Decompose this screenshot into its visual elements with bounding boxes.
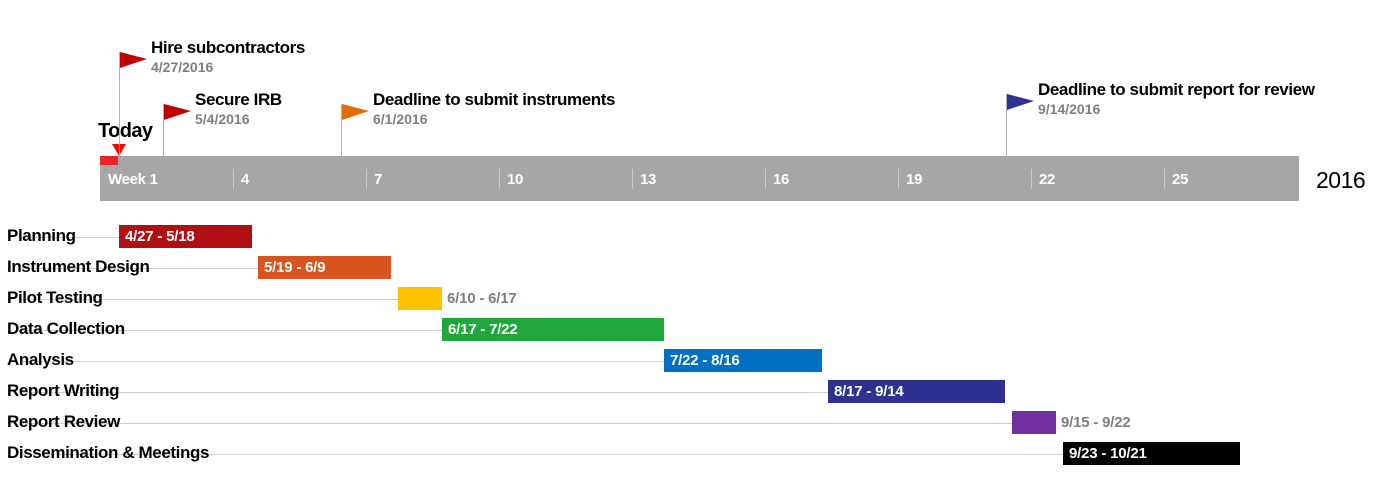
milestone-pole bbox=[119, 52, 120, 156]
task-label: Report Writing bbox=[7, 381, 120, 400]
week-tick bbox=[366, 169, 367, 189]
milestone-date: 6/1/2016 bbox=[373, 111, 428, 127]
milestone-flag-icon bbox=[342, 104, 369, 120]
week-tick-label: 22 bbox=[1039, 171, 1056, 188]
task-date-label: 7/22 - 8/16 bbox=[670, 352, 740, 369]
week-tick bbox=[1031, 169, 1032, 189]
task-date-label: 6/10 - 6/17 bbox=[447, 290, 517, 307]
task-bar bbox=[119, 225, 252, 248]
week-tick-label: 16 bbox=[773, 171, 790, 188]
task-date-label: 9/23 - 10/21 bbox=[1069, 445, 1147, 462]
task-bar bbox=[664, 349, 822, 372]
task-label: Dissemination & Meetings bbox=[7, 443, 209, 462]
task-guide-line bbox=[20, 237, 119, 238]
milestone-pole bbox=[1006, 94, 1007, 156]
week-tick bbox=[499, 169, 500, 189]
milestone-title: Hire subcontractors bbox=[151, 38, 305, 57]
week-tick-label: 7 bbox=[374, 171, 383, 188]
week-tick-label: 13 bbox=[640, 171, 657, 188]
task-label: Planning bbox=[7, 226, 76, 245]
task-date-label: 8/17 - 9/14 bbox=[834, 383, 904, 400]
milestone-pole bbox=[163, 104, 164, 156]
week-tick-label: 25 bbox=[1172, 171, 1189, 188]
week-tick-label: 4 bbox=[241, 171, 250, 188]
week-tick bbox=[1164, 169, 1165, 189]
task-bar bbox=[1012, 411, 1056, 434]
task-bar bbox=[258, 256, 391, 279]
task-date-label: 4/27 - 5/18 bbox=[125, 228, 195, 245]
week-tick-label: 10 bbox=[507, 171, 524, 188]
task-guide-line bbox=[20, 268, 258, 269]
today-strip bbox=[100, 156, 118, 165]
task-bar bbox=[442, 318, 664, 341]
week-tick bbox=[898, 169, 899, 189]
task-bar bbox=[398, 287, 442, 310]
milestone-title: Deadline to submit report for review bbox=[1038, 80, 1315, 99]
task-guide-line bbox=[20, 392, 828, 393]
task-guide-line bbox=[20, 361, 664, 362]
week-tick bbox=[233, 169, 234, 189]
task-bar bbox=[1063, 442, 1240, 465]
milestone-flag-icon bbox=[164, 104, 191, 120]
task-label: Report Review bbox=[7, 412, 120, 431]
week-tick-label: 19 bbox=[906, 171, 923, 188]
task-guide-line bbox=[20, 330, 442, 331]
milestone-title: Deadline to submit instruments bbox=[373, 90, 616, 109]
week-tick bbox=[632, 169, 633, 189]
task-label: Data Collection bbox=[7, 319, 125, 338]
today-label: Today bbox=[98, 120, 153, 142]
milestone-flag-icon bbox=[120, 52, 147, 68]
task-guide-line bbox=[20, 454, 1063, 455]
milestone-title: Secure IRB bbox=[195, 90, 282, 109]
task-date-label: 6/17 - 7/22 bbox=[448, 321, 518, 338]
task-guide-line bbox=[20, 299, 398, 300]
milestone-flag-icon bbox=[1007, 94, 1034, 110]
milestone-date: 5/4/2016 bbox=[195, 111, 250, 127]
week-tick-label: Week 1 bbox=[108, 171, 158, 188]
milestone-date: 9/14/2016 bbox=[1038, 101, 1101, 117]
milestone-pole bbox=[341, 104, 342, 156]
task-date-label: 9/15 - 9/22 bbox=[1061, 414, 1131, 431]
milestone-date: 4/27/2016 bbox=[151, 59, 214, 75]
task-label: Instrument Design bbox=[7, 257, 150, 276]
week-tick bbox=[765, 169, 766, 189]
task-label: Analysis bbox=[7, 350, 74, 369]
timeline-axis-bar bbox=[100, 156, 1299, 201]
task-label: Pilot Testing bbox=[7, 288, 103, 307]
year-label: 2016 bbox=[1316, 167, 1366, 193]
task-bar bbox=[828, 380, 1005, 403]
task-date-label: 5/19 - 6/9 bbox=[264, 259, 326, 276]
task-guide-line bbox=[20, 423, 1012, 424]
